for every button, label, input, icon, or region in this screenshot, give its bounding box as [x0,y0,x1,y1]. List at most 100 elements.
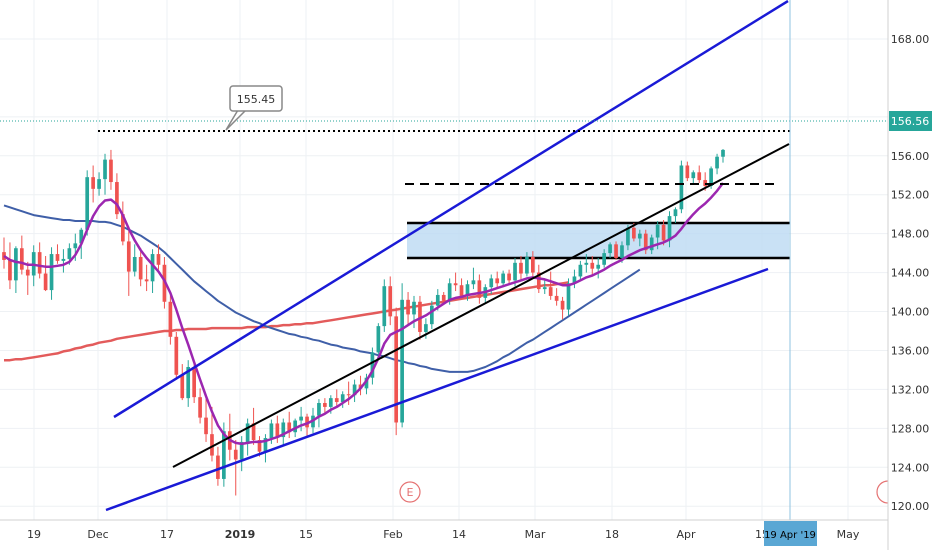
candle-body [709,168,713,186]
drawing-tools[interactable] [0,0,888,520]
candle-body [489,278,494,288]
x-tick-label: 14 [452,528,466,541]
candle-body [186,366,191,399]
candle-body [501,273,505,284]
y-tick-label: 140.00 [891,306,930,319]
candle-body [679,165,684,210]
candle-body [632,227,636,239]
candle-body [691,172,696,179]
candle-body [584,262,589,265]
candle-body [115,182,119,215]
candle-body [388,286,393,317]
candle-body [67,248,72,259]
candle-body [525,256,529,274]
moving-average-mid [3,204,641,373]
candle-body [477,280,482,298]
candle-body [376,326,381,353]
candle-body [85,177,90,230]
cursor-date-bg [764,521,817,546]
candle-body [79,229,84,244]
candle-body [73,243,78,249]
candle-body [174,336,179,375]
moving-average-fast [3,182,724,446]
x-tick-label: 17 [160,528,174,541]
candle-body [346,394,351,396]
candle-body [429,305,434,325]
candle-body [103,159,107,180]
y-tick-label: 144.00 [891,267,930,280]
candle-body [548,287,553,296]
candle-body [257,440,262,452]
candle-body [168,301,173,337]
candle-body [673,209,678,217]
earnings-label: E [407,486,414,499]
candle-body [626,227,630,246]
candle-body [614,244,618,258]
candle-body [596,264,601,269]
candle-body [269,423,274,439]
candle-body [507,273,511,281]
candle-body [370,352,375,378]
y-tick-label: 152.00 [891,189,930,202]
x-axis-ticks[interactable]: 19 Dec 17 2019 15 Feb 14 Mar 18 Apr 15 May [27,528,860,541]
candle-body [275,423,280,438]
candle-body [637,233,642,239]
earnings-circle-partial [876,480,889,504]
channel-lower-line[interactable] [105,267,769,512]
channel-upper-line[interactable] [113,0,789,419]
candle-body [661,224,666,241]
zone-fill[interactable] [407,223,789,258]
candle-body [465,284,470,296]
callout-text: 155.45 [237,93,276,106]
candle-body [394,316,399,423]
support-resistance-zone[interactable] [407,221,790,260]
candle-body [25,269,30,276]
trendline-lower[interactable] [172,143,790,468]
candle-body [655,224,660,238]
candle-body [14,248,18,281]
candle-body [138,256,143,280]
x-tick-label: May [837,528,860,541]
candle-body [495,278,500,284]
candle-body [519,262,523,274]
y-tick-label: 120.00 [891,500,930,513]
candle-body [132,256,137,272]
candle-body [233,449,238,460]
candle-body [424,324,428,332]
candle-body [620,245,624,258]
ma-mid-line [3,204,641,373]
earnings-marker[interactable]: E [399,480,889,504]
earnings-circle[interactable] [399,481,421,503]
price-badge-bg [889,111,932,131]
candle-body [447,283,452,301]
candle-body [156,254,161,265]
candle-body [293,420,298,433]
candle-body [513,262,517,281]
x-tick-label: Mar [525,528,546,541]
candle-body [536,272,541,290]
candle-body [471,280,476,285]
x-tick-label: Dec [87,528,108,541]
candle-body [251,423,256,440]
y-tick-label: 148.00 [891,228,930,241]
candle-body [287,422,292,433]
candle-body [281,422,286,438]
candle-body [49,254,54,291]
price-callout[interactable]: 155.45 [225,85,283,131]
candle-body [91,177,95,189]
candle-body [608,244,612,254]
callout-box[interactable] [229,85,283,112]
candle-body [328,398,333,407]
candle-body [560,300,565,310]
y-tick-label: 136.00 [891,344,930,357]
candle-body [715,156,719,169]
candle-body [198,397,202,418]
candle-body [566,283,571,310]
candle-body [109,159,113,183]
candle-body [121,214,125,242]
y-axis-ticks[interactable]: 120.00 124.00 128.00 132.00 136.00 140.00 144.… [891,33,930,513]
candle-body [204,417,208,435]
candle-body [418,301,422,332]
